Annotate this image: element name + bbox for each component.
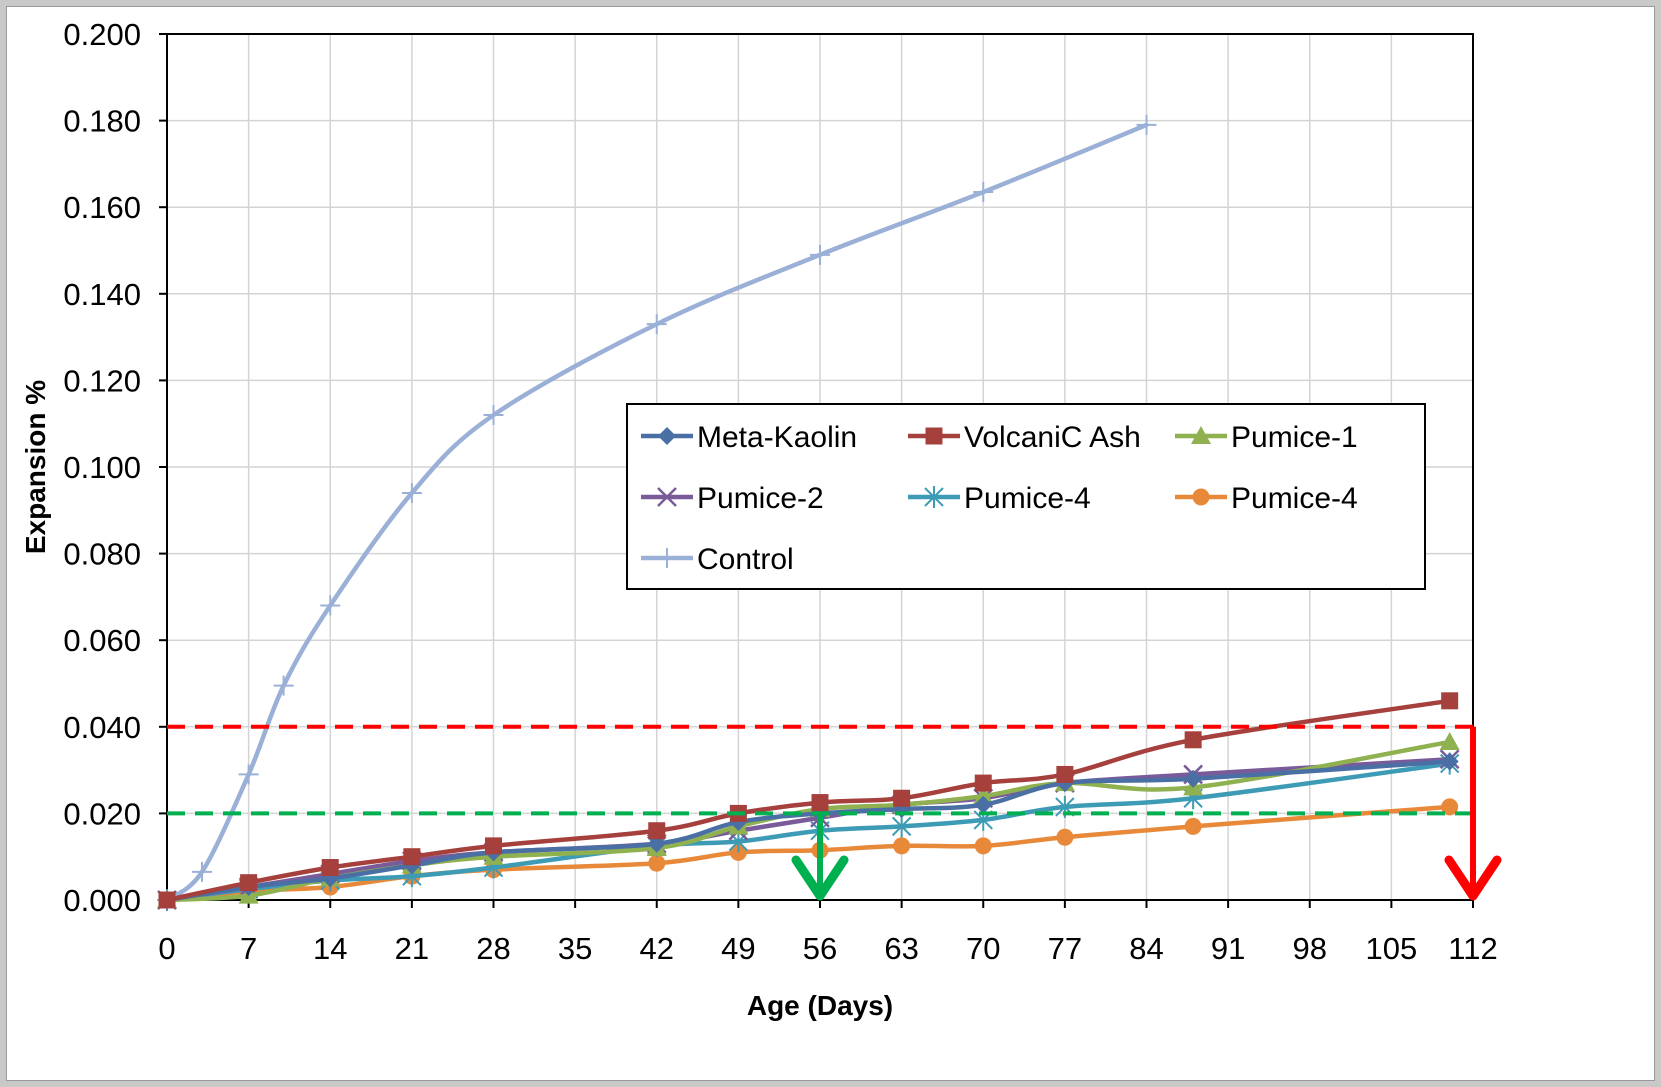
- x-tick-label: 112: [1448, 931, 1497, 966]
- x-tick-label: 49: [721, 931, 755, 966]
- legend-marker: [925, 427, 943, 445]
- x-tick-label: 35: [558, 931, 592, 966]
- x-tick-label: 77: [1048, 931, 1082, 966]
- series-line: [164, 759, 1452, 903]
- data-point: [240, 874, 258, 892]
- data-point: [893, 789, 911, 807]
- data-point: [238, 764, 259, 785]
- data-point: [974, 837, 992, 855]
- legend-item: Pumice-4: [908, 482, 1091, 515]
- reference-lines: [167, 724, 1502, 901]
- data-point: [811, 794, 829, 812]
- legend-marker: [1192, 488, 1210, 506]
- x-axis-tick-labels: 0 7 14 21 28 35 42 49 56 63 70 77 84 91 98 105 112: [158, 931, 1497, 966]
- y-tick-label: 0.200: [63, 17, 141, 52]
- y-tick-label: 0.080: [63, 537, 141, 572]
- data-point: [1184, 769, 1203, 788]
- x-tick-label: 70: [966, 931, 1000, 966]
- y-tick-label: 0.000: [63, 883, 141, 918]
- y-tick-label: 0.120: [63, 363, 141, 398]
- x-tick-label: 56: [803, 931, 837, 966]
- data-point: [1440, 752, 1459, 771]
- expansion-line-chart: 0.000 0.020 0.040 0.060 0.080 0.100 0.120 0.140…: [20, 17, 1502, 1021]
- legend-label: Pumice-2: [697, 482, 824, 515]
- series-volcanic-ash: [158, 692, 1459, 909]
- data-point: [1184, 731, 1202, 749]
- y-axis-title: Expansion %: [20, 380, 51, 554]
- x-tick-label: 105: [1366, 931, 1418, 966]
- y-tick-label: 0.060: [63, 623, 141, 658]
- y-tick-label: 0.180: [63, 104, 141, 139]
- y-tick-label: 0.100: [63, 450, 141, 485]
- data-point: [973, 182, 994, 203]
- data-point: [648, 854, 666, 872]
- legend-marker: [658, 427, 676, 445]
- data-point: [648, 822, 666, 840]
- data-point: [974, 795, 993, 814]
- x-tick-label: 0: [158, 931, 175, 966]
- data-point: [1441, 692, 1459, 710]
- y-tick-label: 0.040: [63, 710, 141, 745]
- legend-item: Control: [641, 543, 794, 576]
- data-point: [273, 675, 294, 696]
- x-tick-label: 28: [476, 931, 510, 966]
- data-point: [891, 815, 912, 838]
- series-layer: [157, 114, 1460, 911]
- data-point: [1056, 765, 1074, 783]
- x-tick-label: 98: [1293, 931, 1327, 966]
- x-tick-label: 14: [313, 931, 347, 966]
- legend-marker: [924, 486, 944, 508]
- series-line: [164, 761, 1452, 903]
- data-point: [401, 482, 422, 503]
- legend-item: Pumice-2: [641, 482, 824, 515]
- legend-item: Pumice-1: [1175, 421, 1358, 454]
- data-point: [893, 837, 911, 855]
- legend-label: Pumice-4: [964, 482, 1091, 515]
- data-point: [974, 774, 992, 792]
- data-point: [646, 314, 667, 335]
- legend-label: Pumice-4: [1231, 482, 1358, 515]
- data-point: [321, 859, 339, 877]
- data-point: [1136, 114, 1157, 135]
- data-point: [1184, 817, 1202, 835]
- data-point: [1056, 828, 1074, 846]
- x-tick-label: 84: [1129, 931, 1163, 966]
- legend-marker: [657, 548, 677, 568]
- legend-box: [626, 403, 1426, 590]
- chart-frame: 0.000 0.020 0.040 0.060 0.080 0.100 0.120 0.140…: [6, 6, 1655, 1081]
- data-point: [1439, 731, 1460, 750]
- x-tick-label: 63: [884, 931, 918, 966]
- data-point: [485, 837, 502, 855]
- legend-label: VolcaniC Ash: [964, 421, 1141, 454]
- legend-item: Pumice-4: [1175, 482, 1358, 515]
- data-point: [483, 405, 504, 426]
- data-point: [973, 786, 994, 805]
- legend-marker: [657, 487, 677, 507]
- arrow-head: [791, 855, 849, 901]
- legend-label: Meta-Kaolin: [697, 421, 857, 454]
- x-tick-label: 42: [640, 931, 674, 966]
- y-axis-tick-labels: 0.000 0.020 0.040 0.060 0.080 0.100 0.120 0.140…: [63, 17, 141, 918]
- data-point: [158, 891, 176, 909]
- arrow-head: [1444, 855, 1502, 901]
- y-tick-label: 0.140: [63, 277, 141, 312]
- data-point: [1441, 798, 1459, 816]
- y-tick-label: 0.020: [63, 796, 141, 831]
- x-tick-label: 7: [240, 931, 257, 966]
- data-point: [191, 861, 212, 882]
- x-axis-title: Age (Days): [747, 990, 893, 1021]
- data-point: [403, 848, 421, 866]
- legend: Meta-Kaolin VolcaniC Ash Pumice-1 Pumice-2 P…: [626, 403, 1426, 590]
- legend-marker: [1191, 426, 1211, 444]
- legend-item: VolcaniC Ash: [908, 421, 1141, 454]
- x-tick-label: 91: [1211, 931, 1245, 966]
- x-tick-label: 21: [395, 931, 429, 966]
- legend-item: Meta-Kaolin: [641, 421, 857, 454]
- legend-label: Pumice-1: [1231, 421, 1358, 454]
- data-point: [810, 244, 830, 265]
- legend-label: Control: [697, 543, 794, 576]
- y-tick-label: 0.160: [63, 190, 141, 225]
- data-point: [320, 595, 341, 616]
